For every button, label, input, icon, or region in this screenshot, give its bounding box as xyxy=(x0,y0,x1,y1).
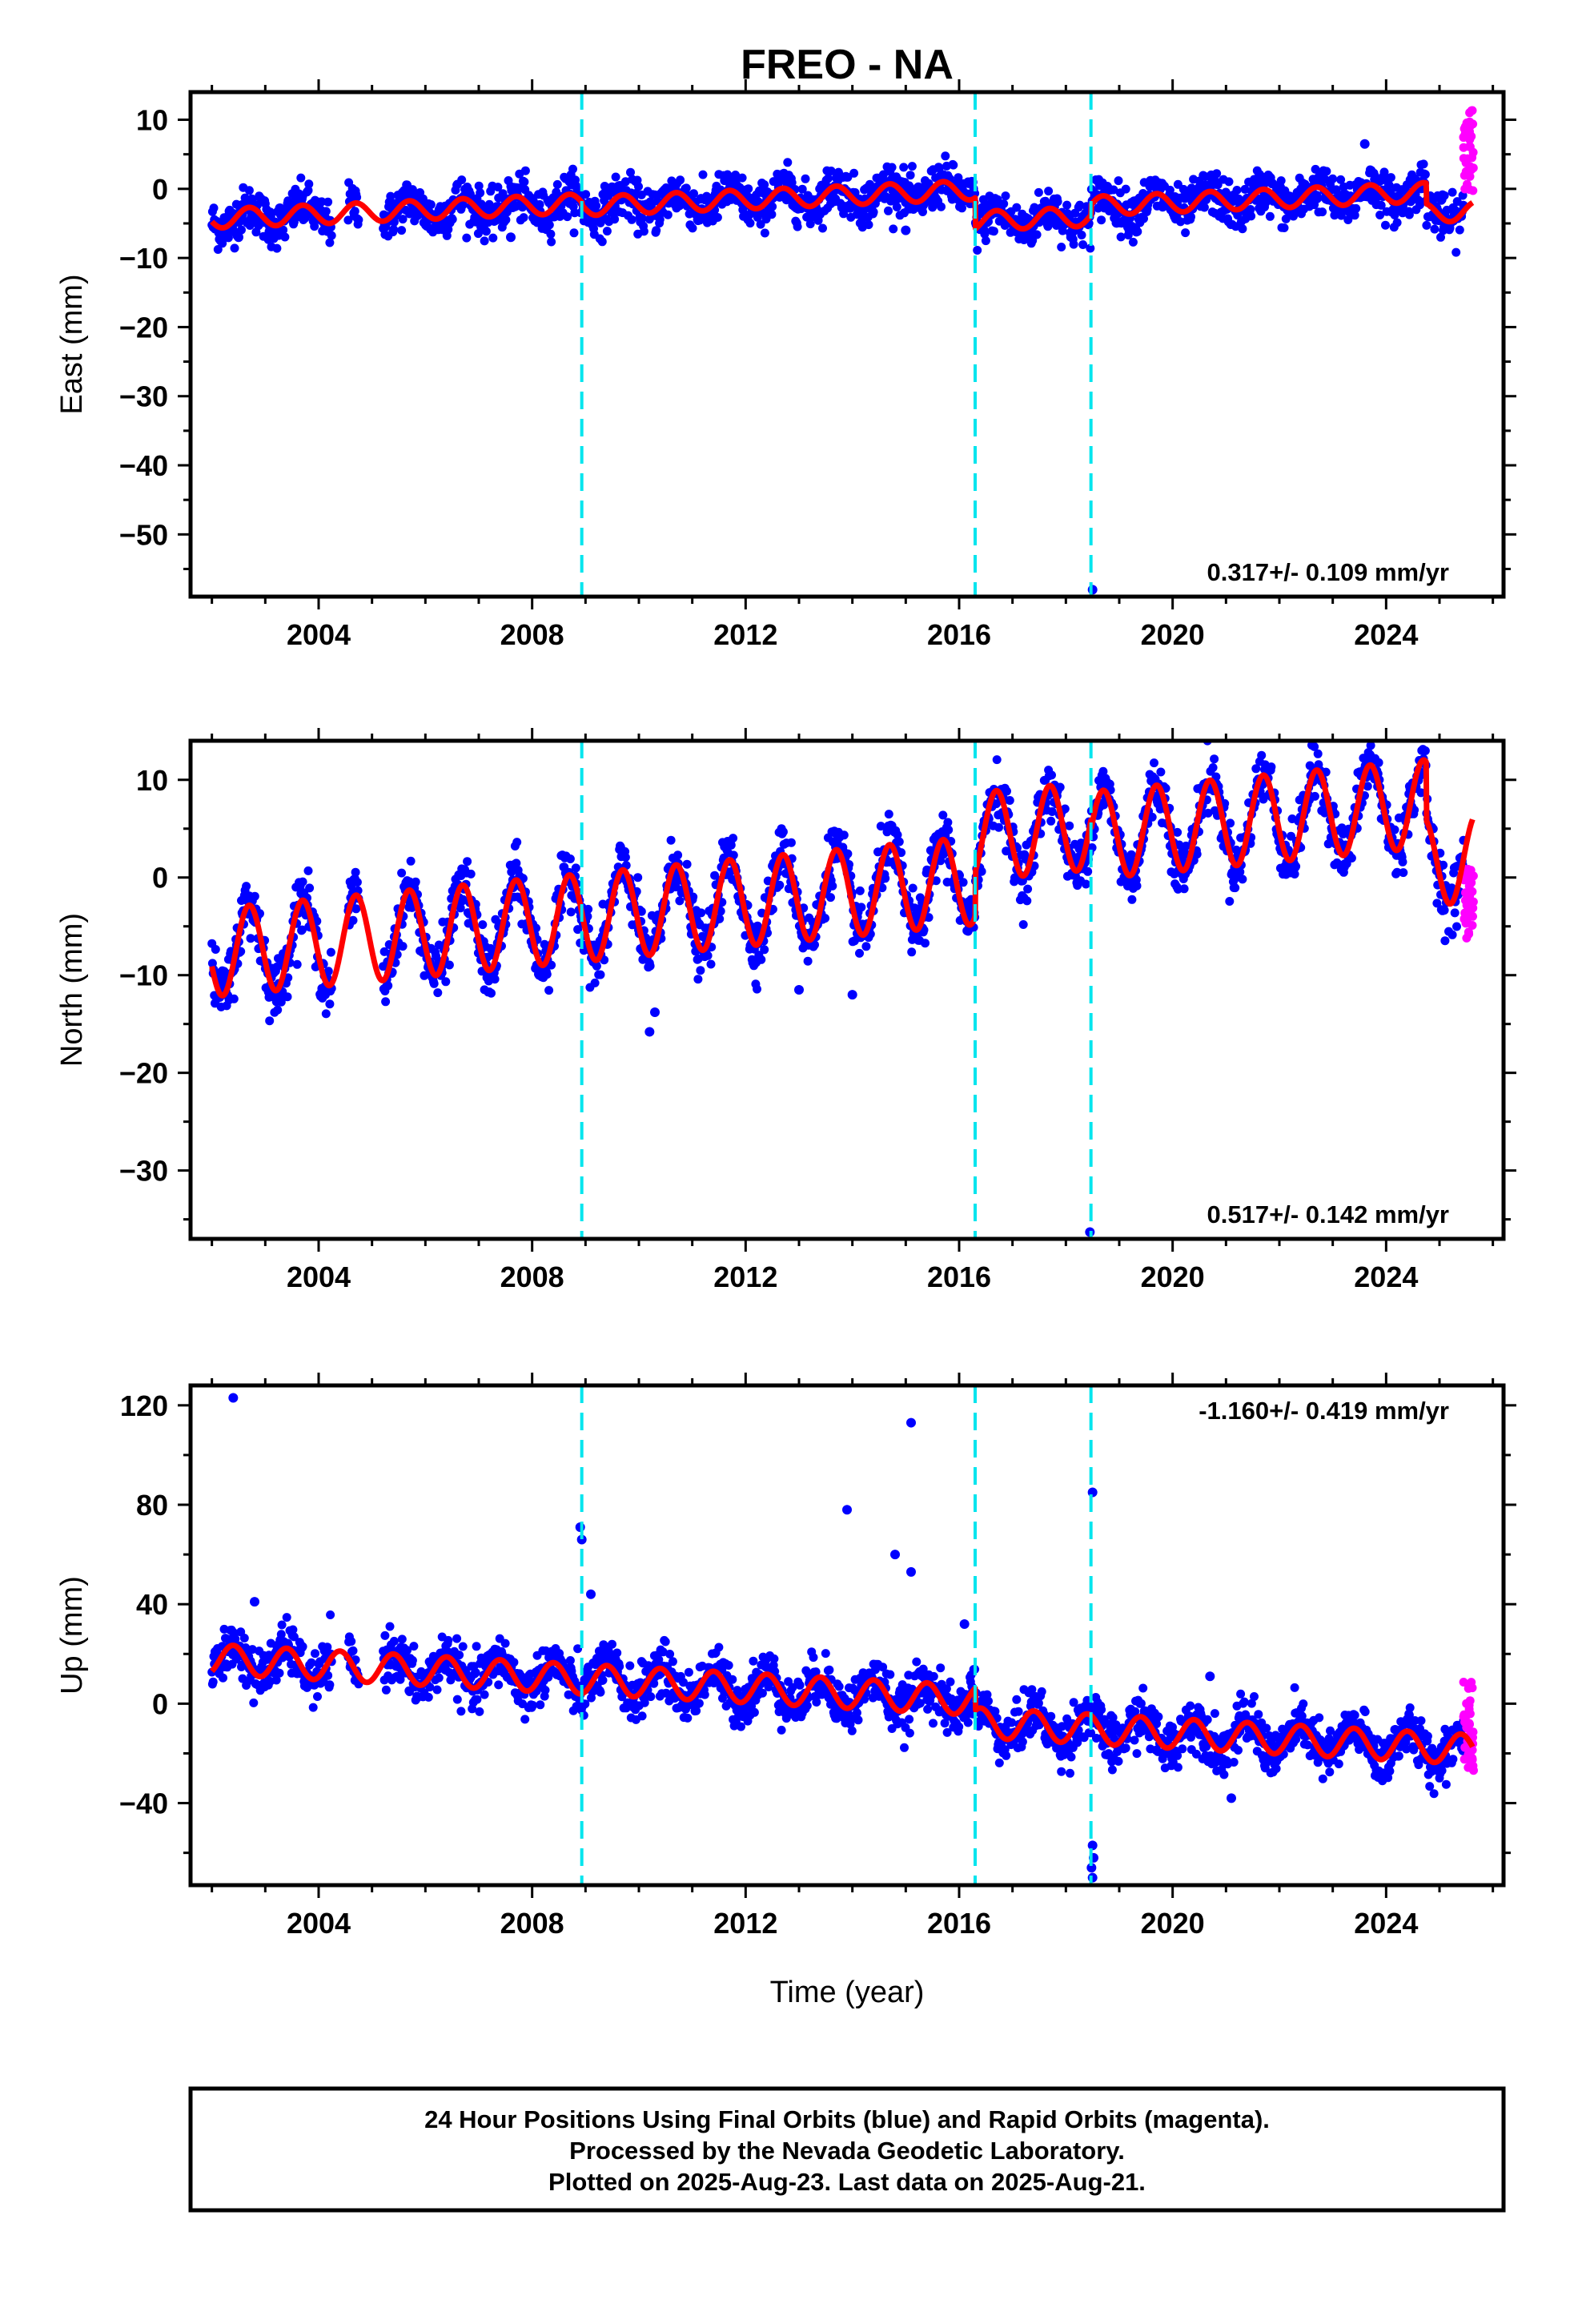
north-rapid-points xyxy=(1459,864,1478,943)
up-outlier-point xyxy=(250,1597,259,1607)
up-outlier-point xyxy=(906,1566,916,1577)
footer-line-1: 24 Hour Positions Using Final Orbits (bl… xyxy=(424,2105,1270,2133)
east-rate-label: 0.317+/- 0.109 mm/yr xyxy=(1207,558,1449,586)
east-y-tick-label: −50 xyxy=(119,518,168,551)
up-panel: 2004 2008 2012 2016 2020 2024 120 80 40 0 −40 Up (m… xyxy=(55,1373,1516,2009)
east-model-line xyxy=(209,179,1476,232)
east-y-tick-label: −30 xyxy=(119,380,168,413)
north-y-axis-label: North (mm) xyxy=(55,913,89,1067)
up-outlier-point xyxy=(890,1550,900,1560)
east-final-points xyxy=(207,139,1468,595)
up-y-tick-label: −40 xyxy=(119,1787,168,1820)
east-x-tick-label: 2012 xyxy=(713,618,777,651)
up-outlier-point xyxy=(1087,1840,1098,1851)
up-y-axis-label: Up (mm) xyxy=(55,1576,89,1695)
up-x-tick-label: 2008 xyxy=(500,1907,564,1940)
east-x-tick-label: 2024 xyxy=(1354,618,1418,651)
east-outlier-point xyxy=(1359,139,1370,149)
up-y-tick-label: 40 xyxy=(136,1588,168,1621)
up-outlier-point xyxy=(586,1589,596,1599)
north-x-tick-label: 2020 xyxy=(1141,1261,1205,1293)
east-outlier-point xyxy=(901,225,911,235)
footer-box: 24 Hour Positions Using Final Orbits (bl… xyxy=(188,2086,1506,2213)
east-outlier-point xyxy=(234,232,243,243)
north-y-tick-label: 10 xyxy=(136,764,168,797)
up-final-points xyxy=(207,1393,1468,1883)
east-x-tick-label: 2008 xyxy=(500,618,564,651)
north-outlier-point xyxy=(644,1027,655,1037)
north-outlier-point xyxy=(847,990,857,1000)
east-y-tick-label: 0 xyxy=(152,173,168,206)
north-panel: 2004 2008 2012 2016 2020 2024 10 0 −10 −20 −30 Nort… xyxy=(55,728,1516,1293)
north-x-tick-label: 2008 xyxy=(500,1261,564,1293)
up-x-axis-label: Time (year) xyxy=(770,1976,925,2009)
up-outlier-point xyxy=(1205,1671,1215,1682)
up-outlier-point xyxy=(1086,1863,1097,1873)
north-y-tick-label: 0 xyxy=(152,862,168,895)
north-y-tick-label: −10 xyxy=(119,959,168,992)
up-x-tick-label: 2012 xyxy=(713,1907,777,1940)
up-outlier-point xyxy=(1227,1793,1236,1803)
up-x-tick-label: 2004 xyxy=(287,1907,351,1940)
east-y-tick-label: −10 xyxy=(119,242,168,275)
north-x-tick-label: 2012 xyxy=(713,1261,777,1293)
up-outlier-point xyxy=(228,1393,239,1403)
north-outlier-point xyxy=(794,985,804,995)
north-x-tick-label: 2024 xyxy=(1354,1261,1418,1293)
north-outlier-point xyxy=(650,1007,660,1018)
east-rapid-points xyxy=(1459,106,1478,195)
north-y-tick-label: −30 xyxy=(119,1155,168,1188)
up-outlier-point xyxy=(576,1534,587,1545)
east-x-tick-label: 2016 xyxy=(927,618,991,651)
up-frame xyxy=(188,1383,1506,1888)
east-plot-area xyxy=(207,106,1478,595)
up-y-tick-label: 80 xyxy=(136,1489,168,1522)
up-outlier-point xyxy=(906,1417,916,1428)
up-y-tick-label: 0 xyxy=(152,1687,168,1720)
north-x-tick-label: 2016 xyxy=(927,1261,991,1293)
north-x-tick-label: 2004 xyxy=(287,1261,351,1293)
north-rate-label: 0.517+/- 0.142 mm/yr xyxy=(1207,1200,1449,1228)
east-frame xyxy=(188,90,1506,599)
east-y-axis-label: East (mm) xyxy=(55,274,89,414)
east-y-tick-label: 10 xyxy=(136,104,168,137)
footer-line-2: Processed by the Nevada Geodetic Laborat… xyxy=(569,2137,1125,2165)
up-rapid-points xyxy=(1459,1678,1478,1775)
east-y-tick-label: −40 xyxy=(119,449,168,482)
east-x-tick-label: 2020 xyxy=(1141,618,1205,651)
east-y-tick-label: −20 xyxy=(119,311,168,344)
north-frame xyxy=(188,738,1506,1241)
up-x-tick-label: 2024 xyxy=(1354,1907,1418,1940)
north-plot-area xyxy=(207,741,1478,1237)
east-outlier-point xyxy=(506,232,516,243)
up-outlier-point xyxy=(842,1505,852,1515)
up-model-line xyxy=(209,1642,1476,1766)
up-x-tick-label: 2020 xyxy=(1141,1907,1205,1940)
up-rate-label: -1.160+/- 0.419 mm/yr xyxy=(1199,1397,1449,1425)
chart-title: FREO - NA xyxy=(741,42,954,88)
up-x-tick-label: 2016 xyxy=(927,1907,991,1940)
east-x-tick-label: 2004 xyxy=(287,618,351,651)
up-y-tick-label: 120 xyxy=(120,1389,168,1422)
east-panel: 2004 2008 2012 2016 2020 2024 10 0 −10 −20 −30 −40 −… xyxy=(55,79,1516,651)
up-outlier-point xyxy=(959,1619,970,1630)
footer-line-3: Plotted on 2025-Aug-23. Last data on 202… xyxy=(548,2168,1146,2196)
north-y-tick-label: −20 xyxy=(119,1057,168,1090)
north-model-line xyxy=(209,757,1476,999)
up-plot-area xyxy=(207,1393,1478,1883)
